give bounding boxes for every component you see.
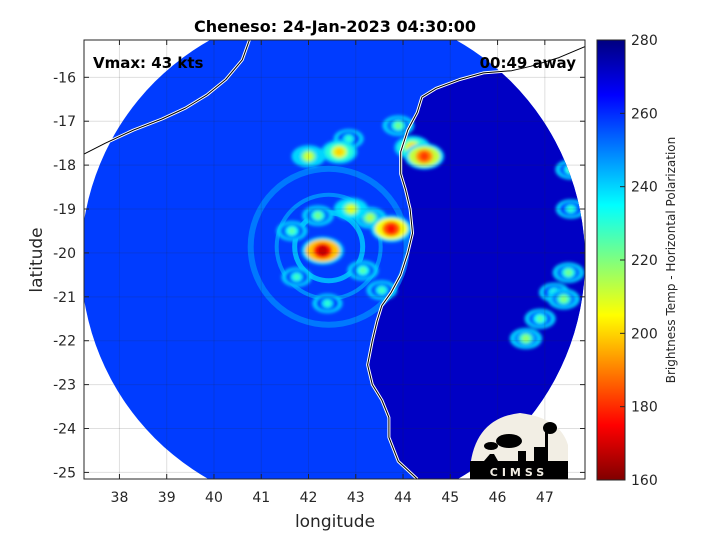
warm-spot — [301, 236, 344, 265]
coastlines — [84, 40, 585, 479]
colorbar-tick-label: 180 — [631, 400, 658, 416]
x-tick-label: 39 — [158, 490, 176, 506]
cimss-logo: CIMSS — [470, 413, 568, 479]
y-tick-label: -16 — [53, 70, 76, 86]
colorbar-tick-label: 220 — [631, 253, 658, 269]
x-tick-label: 44 — [394, 490, 412, 506]
y-tick-label: -22 — [53, 334, 76, 350]
warm-spot — [302, 205, 334, 226]
svg-text:CIMSS: CIMSS — [490, 466, 548, 479]
y-tick-label: -17 — [53, 114, 76, 130]
warm-spot — [333, 197, 369, 221]
x-tick-label: 47 — [536, 490, 554, 506]
warm-spot — [509, 327, 543, 350]
madagascar-coastline — [367, 46, 585, 479]
colorbar-tick-label: 160 — [631, 473, 658, 489]
axes-frame — [83, 39, 586, 480]
y-tick-label: -25 — [53, 465, 76, 481]
warm-spot — [312, 293, 343, 314]
x-tick-label: 46 — [489, 490, 507, 506]
warm-spot — [552, 262, 585, 283]
y-axis-label: latitude — [27, 227, 47, 292]
warm-spot — [291, 145, 326, 168]
warm-spot — [276, 220, 308, 242]
warm-spot — [281, 267, 312, 287]
warm-spot — [547, 288, 580, 310]
warm-spot — [555, 199, 585, 219]
y-tick-label: -24 — [53, 422, 76, 438]
y-tick-label: -18 — [53, 158, 76, 174]
warm-spot — [404, 143, 445, 170]
mozambique-coastline — [84, 40, 250, 155]
x-tick-label: 43 — [347, 490, 365, 506]
colorbar-label: Brightness Temp - Horizontal Polarizatio… — [664, 137, 678, 384]
vmax-annotation: Vmax: 43 kts — [93, 54, 203, 72]
axis-ticks: 38 39 40 41 42 43 44 45 46 47 -16 -17 -18 -19 -20 -21 -2… — [53, 40, 585, 506]
y-tick-label: -21 — [53, 290, 76, 306]
colorbar-tick-label: 200 — [631, 326, 658, 342]
x-axis-label: longitude — [295, 512, 375, 532]
warm-spot — [370, 215, 412, 243]
y-tick-label: -23 — [53, 378, 76, 394]
x-tick-label: 42 — [300, 490, 318, 506]
x-tick-label: 45 — [441, 490, 459, 506]
colorbar-tick-label: 260 — [631, 106, 658, 122]
swath-layer — [84, 40, 585, 479]
colorbar-tick-label: 280 — [631, 33, 658, 49]
x-tick-label: 38 — [111, 490, 129, 506]
colorbar-tick-label: 240 — [631, 180, 658, 196]
swath-warm-spots — [276, 115, 585, 350]
warm-spot — [321, 140, 358, 164]
time-away-annotation: 00:49 away — [480, 54, 577, 72]
y-tick-label: -20 — [53, 246, 76, 262]
grid-lines — [84, 40, 585, 479]
warm-spot — [347, 260, 379, 281]
chart-title: Cheneso: 24-Jan-2023 04:30:00 — [194, 17, 476, 36]
x-tick-label: 41 — [252, 490, 270, 506]
colorbar-ticks: 160 180 200 220 240 260 280 — [620, 33, 658, 489]
warm-spot — [524, 308, 556, 329]
y-tick-label: -19 — [53, 202, 76, 218]
x-tick-label: 40 — [205, 490, 223, 506]
